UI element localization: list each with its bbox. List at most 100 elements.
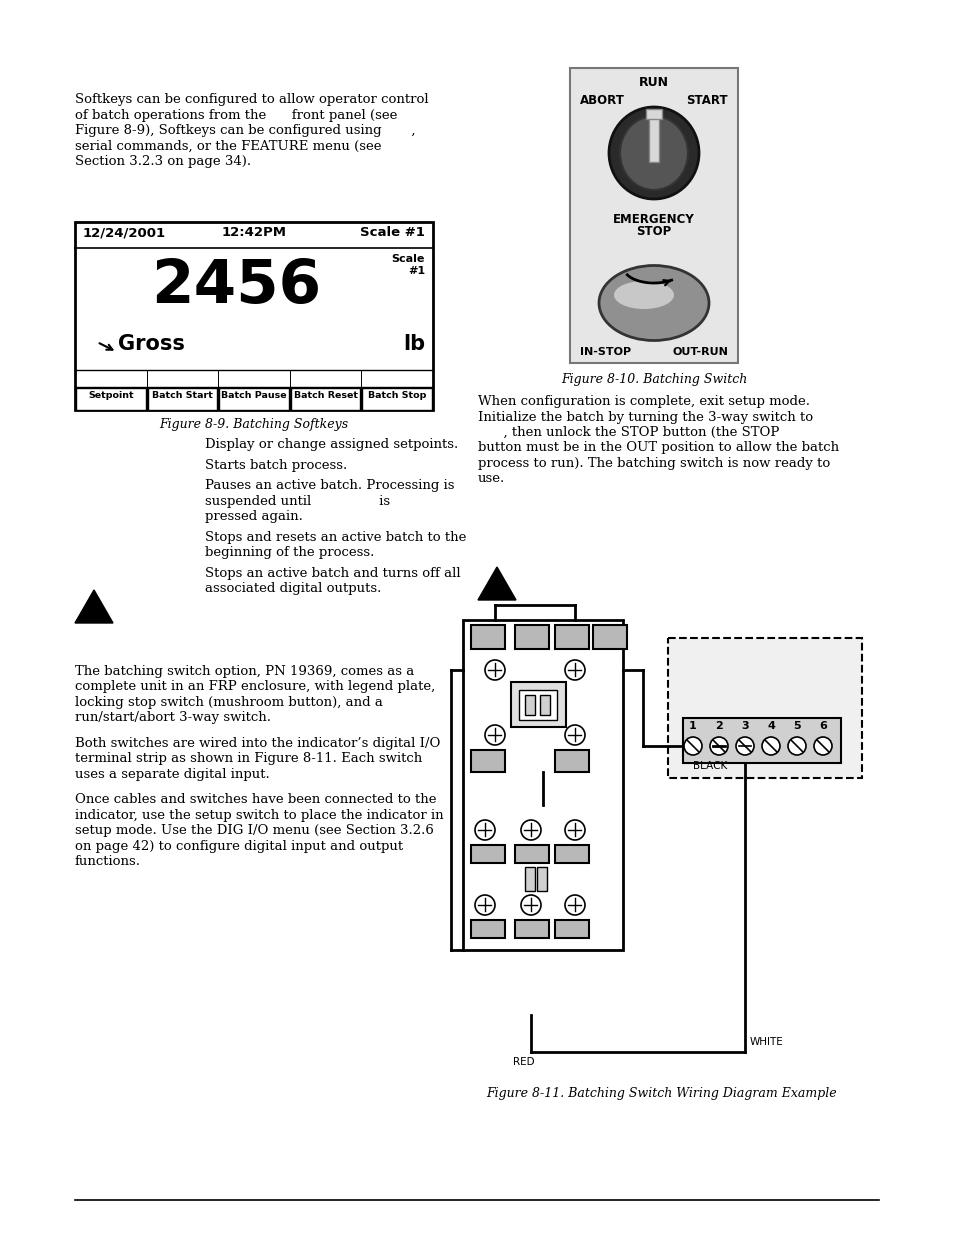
- Text: lb: lb: [402, 333, 424, 354]
- Bar: [555, 845, 588, 863]
- Text: RED: RED: [513, 1057, 534, 1067]
- Text: 1: 1: [688, 721, 696, 731]
- Text: #1: #1: [408, 266, 424, 275]
- Text: 6: 6: [819, 721, 826, 731]
- Text: associated digital outputs.: associated digital outputs.: [205, 582, 381, 595]
- Bar: [148, 388, 217, 410]
- Bar: [667, 638, 862, 778]
- Text: 12:42PM: 12:42PM: [221, 226, 286, 240]
- Bar: [518, 690, 557, 720]
- Text: , then unlock the STOP button (the STOP: , then unlock the STOP button (the STOP: [477, 426, 779, 438]
- Ellipse shape: [614, 282, 673, 309]
- Text: uses a separate digital input.: uses a separate digital input.: [75, 768, 270, 781]
- Text: Batch Reset: Batch Reset: [294, 391, 357, 400]
- Text: setup mode. Use the DIG I/O menu (see Section 3.2.6: setup mode. Use the DIG I/O menu (see Se…: [75, 825, 434, 837]
- Bar: [515, 920, 548, 939]
- Polygon shape: [477, 567, 516, 600]
- Text: Figure 8-10. Batching Switch: Figure 8-10. Batching Switch: [560, 373, 746, 387]
- Bar: [645, 109, 661, 119]
- Bar: [471, 750, 504, 772]
- Bar: [593, 625, 626, 650]
- Circle shape: [484, 725, 504, 745]
- Circle shape: [813, 737, 831, 755]
- Circle shape: [735, 737, 753, 755]
- Bar: [471, 625, 504, 650]
- Circle shape: [564, 725, 584, 745]
- Text: indicator, use the setup switch to place the indicator in: indicator, use the setup switch to place…: [75, 809, 443, 823]
- Text: run/start/abort 3-way switch.: run/start/abort 3-way switch.: [75, 711, 271, 725]
- Bar: [462, 620, 622, 950]
- Circle shape: [520, 895, 540, 915]
- Text: 2: 2: [715, 721, 722, 731]
- Text: process to run). The batching switch is now ready to: process to run). The batching switch is …: [477, 457, 829, 471]
- Text: The batching switch option, PN 19369, comes as a: The batching switch option, PN 19369, co…: [75, 664, 414, 678]
- Text: on page 42) to configure digital input and output: on page 42) to configure digital input a…: [75, 840, 403, 853]
- Bar: [524, 695, 535, 715]
- Text: Figure 8-9. Batching Softkeys: Figure 8-9. Batching Softkeys: [159, 417, 348, 431]
- Circle shape: [787, 737, 805, 755]
- Text: Figure 8-11. Batching Switch Wiring Diagram Example: Figure 8-11. Batching Switch Wiring Diag…: [486, 1087, 837, 1100]
- Text: OUT-RUN: OUT-RUN: [672, 347, 727, 357]
- Text: Section 3.2.3 on page 34).: Section 3.2.3 on page 34).: [75, 156, 251, 168]
- Text: Gross: Gross: [118, 333, 185, 354]
- Ellipse shape: [619, 116, 687, 190]
- Text: suspended until                is: suspended until is: [205, 494, 390, 508]
- Ellipse shape: [598, 266, 708, 341]
- Bar: [362, 388, 432, 410]
- Text: Setpoint: Setpoint: [88, 391, 133, 400]
- Text: button must be in the OUT position to allow the batch: button must be in the OUT position to al…: [477, 441, 839, 454]
- Ellipse shape: [608, 107, 699, 199]
- Circle shape: [683, 737, 701, 755]
- Text: Initialize the batch by turning the 3-way switch to: Initialize the batch by turning the 3-wa…: [477, 410, 812, 424]
- Text: 12/24/2001: 12/24/2001: [83, 226, 166, 240]
- Text: Batch Stop: Batch Stop: [368, 391, 426, 400]
- Text: 4: 4: [766, 721, 774, 731]
- Bar: [539, 695, 550, 715]
- Text: Once cables and switches have been connected to the: Once cables and switches have been conne…: [75, 794, 436, 806]
- Bar: [555, 750, 588, 772]
- Text: IN-STOP: IN-STOP: [579, 347, 631, 357]
- Bar: [524, 867, 535, 890]
- Text: 3: 3: [740, 721, 748, 731]
- Text: functions.: functions.: [75, 856, 141, 868]
- Text: ABORT: ABORT: [579, 94, 624, 107]
- Bar: [471, 920, 504, 939]
- Text: 5: 5: [792, 721, 800, 731]
- Text: Stops and resets an active batch to the: Stops and resets an active batch to the: [205, 531, 466, 543]
- Bar: [75, 222, 433, 410]
- Text: WHITE: WHITE: [749, 1037, 783, 1047]
- Bar: [515, 625, 548, 650]
- Text: locking stop switch (mushroom button), and a: locking stop switch (mushroom button), a…: [75, 697, 382, 709]
- Text: Figure 8-9), Softkeys can be configured using       ,: Figure 8-9), Softkeys can be configured …: [75, 124, 416, 137]
- Text: 2456: 2456: [151, 257, 321, 316]
- Text: terminal strip as shown in Figure 8-11. Each switch: terminal strip as shown in Figure 8-11. …: [75, 752, 422, 766]
- Bar: [511, 682, 565, 727]
- Text: Scale #1: Scale #1: [359, 226, 424, 240]
- Text: of batch operations from the      front panel (see: of batch operations from the front panel…: [75, 109, 397, 121]
- Text: BLACK: BLACK: [692, 761, 726, 771]
- Circle shape: [475, 820, 495, 840]
- Text: Scale: Scale: [392, 254, 424, 264]
- Bar: [76, 388, 146, 410]
- Text: STOP: STOP: [636, 225, 671, 238]
- Circle shape: [709, 737, 727, 755]
- Circle shape: [564, 895, 584, 915]
- Circle shape: [520, 820, 540, 840]
- Text: Batch Pause: Batch Pause: [221, 391, 287, 400]
- Text: Stops an active batch and turns off all: Stops an active batch and turns off all: [205, 567, 460, 579]
- Text: use.: use.: [477, 473, 505, 485]
- Polygon shape: [75, 590, 112, 622]
- Text: !: !: [492, 579, 501, 599]
- Bar: [555, 920, 588, 939]
- Text: beginning of the process.: beginning of the process.: [205, 546, 374, 559]
- Text: Softkeys can be configured to allow operator control: Softkeys can be configured to allow oper…: [75, 93, 428, 106]
- Text: Display or change assigned setpoints.: Display or change assigned setpoints.: [205, 438, 457, 451]
- Text: complete unit in an FRP enclosure, with legend plate,: complete unit in an FRP enclosure, with …: [75, 680, 435, 694]
- Bar: [569, 68, 738, 363]
- Text: serial commands, or the FEATURE menu (see: serial commands, or the FEATURE menu (se…: [75, 140, 381, 152]
- Bar: [555, 625, 588, 650]
- Bar: [219, 388, 289, 410]
- Text: Starts batch process.: Starts batch process.: [205, 458, 347, 472]
- Text: !: !: [89, 601, 99, 622]
- Text: Batch Start: Batch Start: [152, 391, 213, 400]
